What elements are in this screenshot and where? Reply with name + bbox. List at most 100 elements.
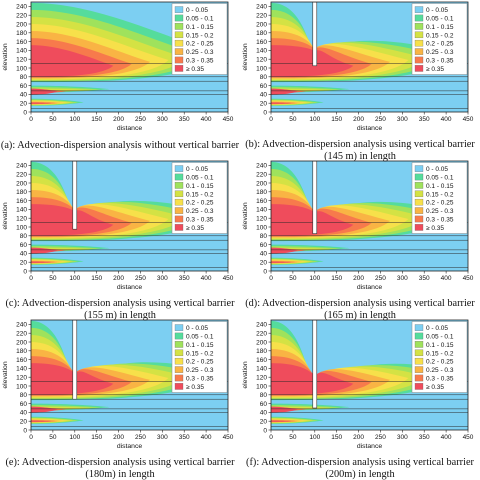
legend-label-4: 0.2 - 0.25 [186,41,214,48]
caption-line-2: (200m) in length [240,469,480,480]
y-tick-label: 180 [256,348,267,355]
legend-label-2: 0.1 - 0.15 [426,183,454,190]
legend-swatch-1 [415,333,423,339]
x-tick-label: 0 [269,434,273,441]
legend-label-5: 0.25 - 0.3 [426,367,454,374]
legend-swatch-6 [175,375,183,381]
y-tick-label: 220 [16,13,27,20]
x-tick-label: 450 [223,275,234,282]
legend-label-0: 0 - 0.05 [426,325,448,332]
x-tick-label: 250 [375,434,386,441]
y-tick-label: 60 [20,83,28,90]
y-tick-label: 60 [260,83,268,90]
legend-label-3: 0.15 - 0.2 [426,191,454,198]
legend-swatch-3 [175,350,183,356]
y-tick-label: 240 [16,4,27,11]
legend-swatch-0 [175,166,183,172]
x-tick-label: 150 [91,275,102,282]
y-tick-label: 240 [256,163,267,170]
legend-label-0: 0 - 0.05 [186,325,208,332]
x-tick-label: 450 [463,434,474,441]
x-tick-label: 300 [157,116,168,123]
y-tick-label: 100 [256,383,267,390]
legend-swatch-1 [415,15,423,21]
legend-swatch-1 [175,15,183,21]
y-tick-label: 0 [23,109,27,116]
y-tick-label: 180 [16,189,27,196]
x-tick-label: 400 [201,434,212,441]
y-tick-label: 160 [16,39,27,46]
y-tick-label: 0 [263,427,267,434]
legend-swatch-7 [175,383,183,389]
y-tick-label: 200 [256,21,267,28]
y-tick-label: 120 [16,375,27,382]
y-tick-label: 100 [256,65,267,72]
x-tick-label: 350 [419,116,430,123]
legend-label-6: 0.3 - 0.35 [186,376,214,383]
legend-swatch-2 [415,182,423,188]
legend: 0 - 0.05 0.05 - 0.10.1 - 0.150.15 - 0.2 0.… [412,322,467,393]
x-tick-label: 0 [29,434,33,441]
legend-label-3: 0.15 - 0.2 [186,191,214,198]
legend-label-6: 0.3 - 0.35 [186,217,214,224]
y-tick-label: 220 [16,331,27,338]
y-tick-label: 20 [20,101,28,108]
y-tick-label: 60 [20,401,28,408]
y-tick-label: 220 [256,13,267,20]
legend-swatch-4 [415,199,423,205]
x-tick-label: 400 [441,275,452,282]
legend-label-2: 0.1 - 0.15 [426,342,454,349]
x-tick-label: 0 [29,116,33,123]
legend-swatch-6 [175,216,183,222]
legend-swatch-6 [415,375,423,381]
x-tick-label: 450 [223,116,234,123]
legend-label-4: 0.2 - 0.25 [186,200,214,207]
legend-label-6: 0.3 - 0.35 [426,376,454,383]
x-tick-label: 200 [113,275,124,282]
x-tick-label: 450 [463,275,474,282]
legend-label-7: ≥ 0.35 [186,225,204,232]
legend-swatch-7 [415,224,423,230]
x-tick-label: 150 [91,434,102,441]
legend-label-1: 0.05 - 0.1 [426,334,454,341]
x-tick-label: 50 [49,434,57,441]
y-tick-label: 140 [256,207,267,214]
caption-line-2: (145 m) in length [240,151,480,163]
legend-label-7: ≥ 0.35 [426,66,444,73]
caption-c: (c): Advection-dispersion analysis using… [0,298,240,321]
x-tick-label: 400 [441,116,452,123]
x-tick-label: 300 [397,434,408,441]
x-tick-label: 200 [113,116,124,123]
legend-swatch-4 [175,40,183,46]
legend-swatch-7 [415,383,423,389]
caption-d: (d): Advection-dispersion analysis using… [240,298,480,321]
legend-swatch-2 [175,23,183,29]
x-tick-label: 50 [49,275,57,282]
y-tick-label: 100 [16,224,27,231]
legend-swatch-5 [415,49,423,55]
legend-label-7: ≥ 0.35 [186,384,204,391]
y-tick-label: 160 [16,198,27,205]
y-tick-label: 220 [16,172,27,179]
legend-label-0: 0 - 0.05 [186,166,208,173]
caption-line-1: (d): Advection-dispersion analysis using… [240,298,480,310]
legend-label-4: 0.2 - 0.25 [426,41,454,48]
y-tick-label: 180 [256,30,267,37]
y-tick-label: 40 [20,251,28,258]
y-tick-label: 40 [20,92,28,99]
legend-swatch-5 [175,367,183,373]
legend-swatch-6 [415,57,423,63]
caption-line-2: (165 m) in length [240,310,480,322]
x-tick-label: 0 [269,116,273,123]
x-tick-label: 400 [441,434,452,441]
y-tick-label: 140 [256,48,267,55]
legend-label-3: 0.15 - 0.2 [426,350,454,357]
legend-label-2: 0.1 - 0.15 [186,183,214,190]
x-axis-title: distance [117,284,143,291]
legend-swatch-5 [175,208,183,214]
y-tick-label: 200 [16,339,27,346]
